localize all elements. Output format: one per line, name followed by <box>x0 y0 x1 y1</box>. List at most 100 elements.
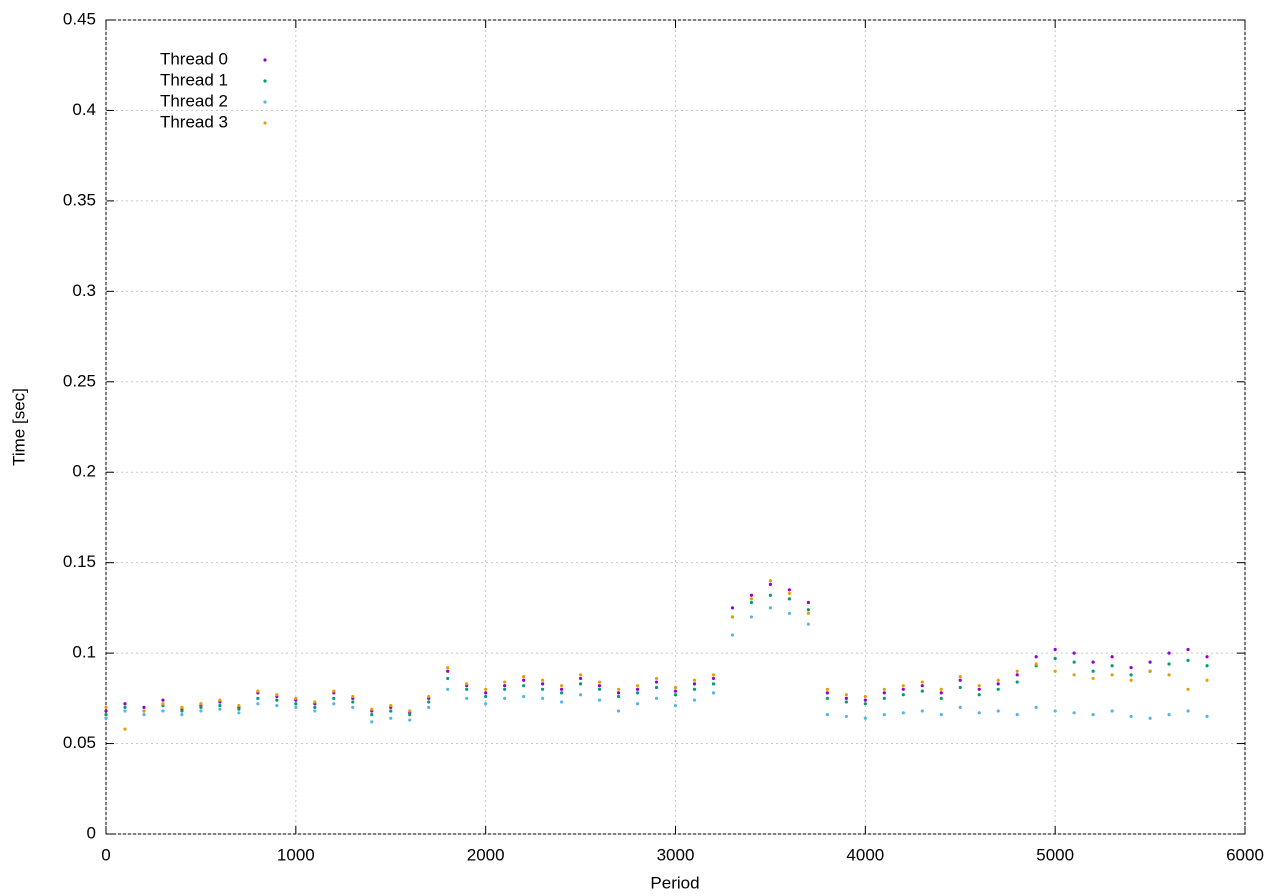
point <box>351 705 355 709</box>
point <box>654 696 659 700</box>
point <box>939 687 943 691</box>
point <box>749 600 754 605</box>
y-tick-label: 0.15 <box>63 552 96 571</box>
point <box>1205 678 1209 682</box>
point <box>560 700 564 704</box>
point <box>597 684 602 688</box>
point <box>939 691 943 695</box>
legend-label: Thread 3 <box>160 112 228 131</box>
point <box>522 694 526 699</box>
point <box>1072 711 1076 715</box>
point <box>1015 669 1019 673</box>
point <box>1205 714 1209 719</box>
point <box>1072 673 1076 677</box>
x-tick-label: 3000 <box>657 845 695 864</box>
point <box>104 716 108 720</box>
point <box>692 698 697 702</box>
point <box>768 579 773 583</box>
point <box>977 687 981 691</box>
point <box>920 689 924 693</box>
point <box>578 682 583 686</box>
point <box>1167 651 1171 655</box>
point <box>313 705 317 709</box>
point <box>958 675 962 679</box>
point <box>1129 673 1133 677</box>
point <box>256 689 260 693</box>
point <box>237 707 241 711</box>
point <box>578 693 583 697</box>
point <box>1053 656 1057 661</box>
point <box>161 709 165 713</box>
point <box>1167 673 1171 677</box>
point <box>1129 678 1133 682</box>
point <box>484 691 488 695</box>
point <box>749 593 754 597</box>
point <box>616 694 621 699</box>
point <box>123 727 127 731</box>
point <box>749 615 754 619</box>
point <box>901 711 905 715</box>
point <box>332 702 336 706</box>
point <box>920 680 924 684</box>
point <box>484 687 488 691</box>
legend-label: Thread 2 <box>160 91 228 110</box>
point <box>825 696 829 700</box>
point <box>882 696 886 700</box>
y-tick-label: 0 <box>87 823 96 842</box>
point <box>1091 660 1095 664</box>
y-tick-label: 0.2 <box>72 462 96 481</box>
y-tick-label: 0.3 <box>72 281 96 300</box>
point <box>1072 651 1076 655</box>
point <box>616 691 621 695</box>
x-tick-label: 2000 <box>467 845 505 864</box>
point <box>920 709 924 713</box>
y-tick-label: 0.35 <box>63 190 96 209</box>
point <box>465 696 469 700</box>
legend-label: Thread 0 <box>160 49 228 68</box>
point <box>654 685 659 690</box>
point <box>541 696 545 700</box>
point <box>275 693 279 697</box>
point <box>332 696 336 700</box>
point <box>806 611 810 615</box>
legend-label: Thread 1 <box>160 70 228 89</box>
point <box>844 700 848 704</box>
point <box>1186 647 1190 652</box>
point <box>635 691 640 695</box>
point <box>332 689 336 693</box>
point <box>844 714 848 719</box>
point <box>199 702 203 706</box>
point <box>446 669 450 673</box>
point <box>389 709 393 713</box>
point <box>446 665 450 670</box>
point <box>522 675 526 679</box>
point <box>578 676 583 681</box>
point <box>958 705 962 709</box>
point <box>996 678 1000 682</box>
point <box>389 703 393 708</box>
point <box>901 684 905 688</box>
legend-marker <box>263 58 267 62</box>
point <box>673 689 678 693</box>
point <box>996 687 1000 691</box>
point <box>882 713 886 717</box>
point <box>787 611 792 615</box>
point <box>1129 665 1133 670</box>
point <box>996 709 1000 713</box>
point <box>1148 716 1152 720</box>
point <box>313 700 317 704</box>
point <box>882 691 886 695</box>
point <box>635 684 640 688</box>
point <box>1205 655 1209 659</box>
point <box>218 703 222 708</box>
point <box>522 678 526 682</box>
point <box>104 705 108 709</box>
point <box>237 711 241 715</box>
point <box>844 696 848 700</box>
point <box>218 707 222 711</box>
point <box>616 687 621 691</box>
point <box>1015 673 1019 677</box>
point <box>863 716 867 720</box>
point <box>123 705 127 709</box>
